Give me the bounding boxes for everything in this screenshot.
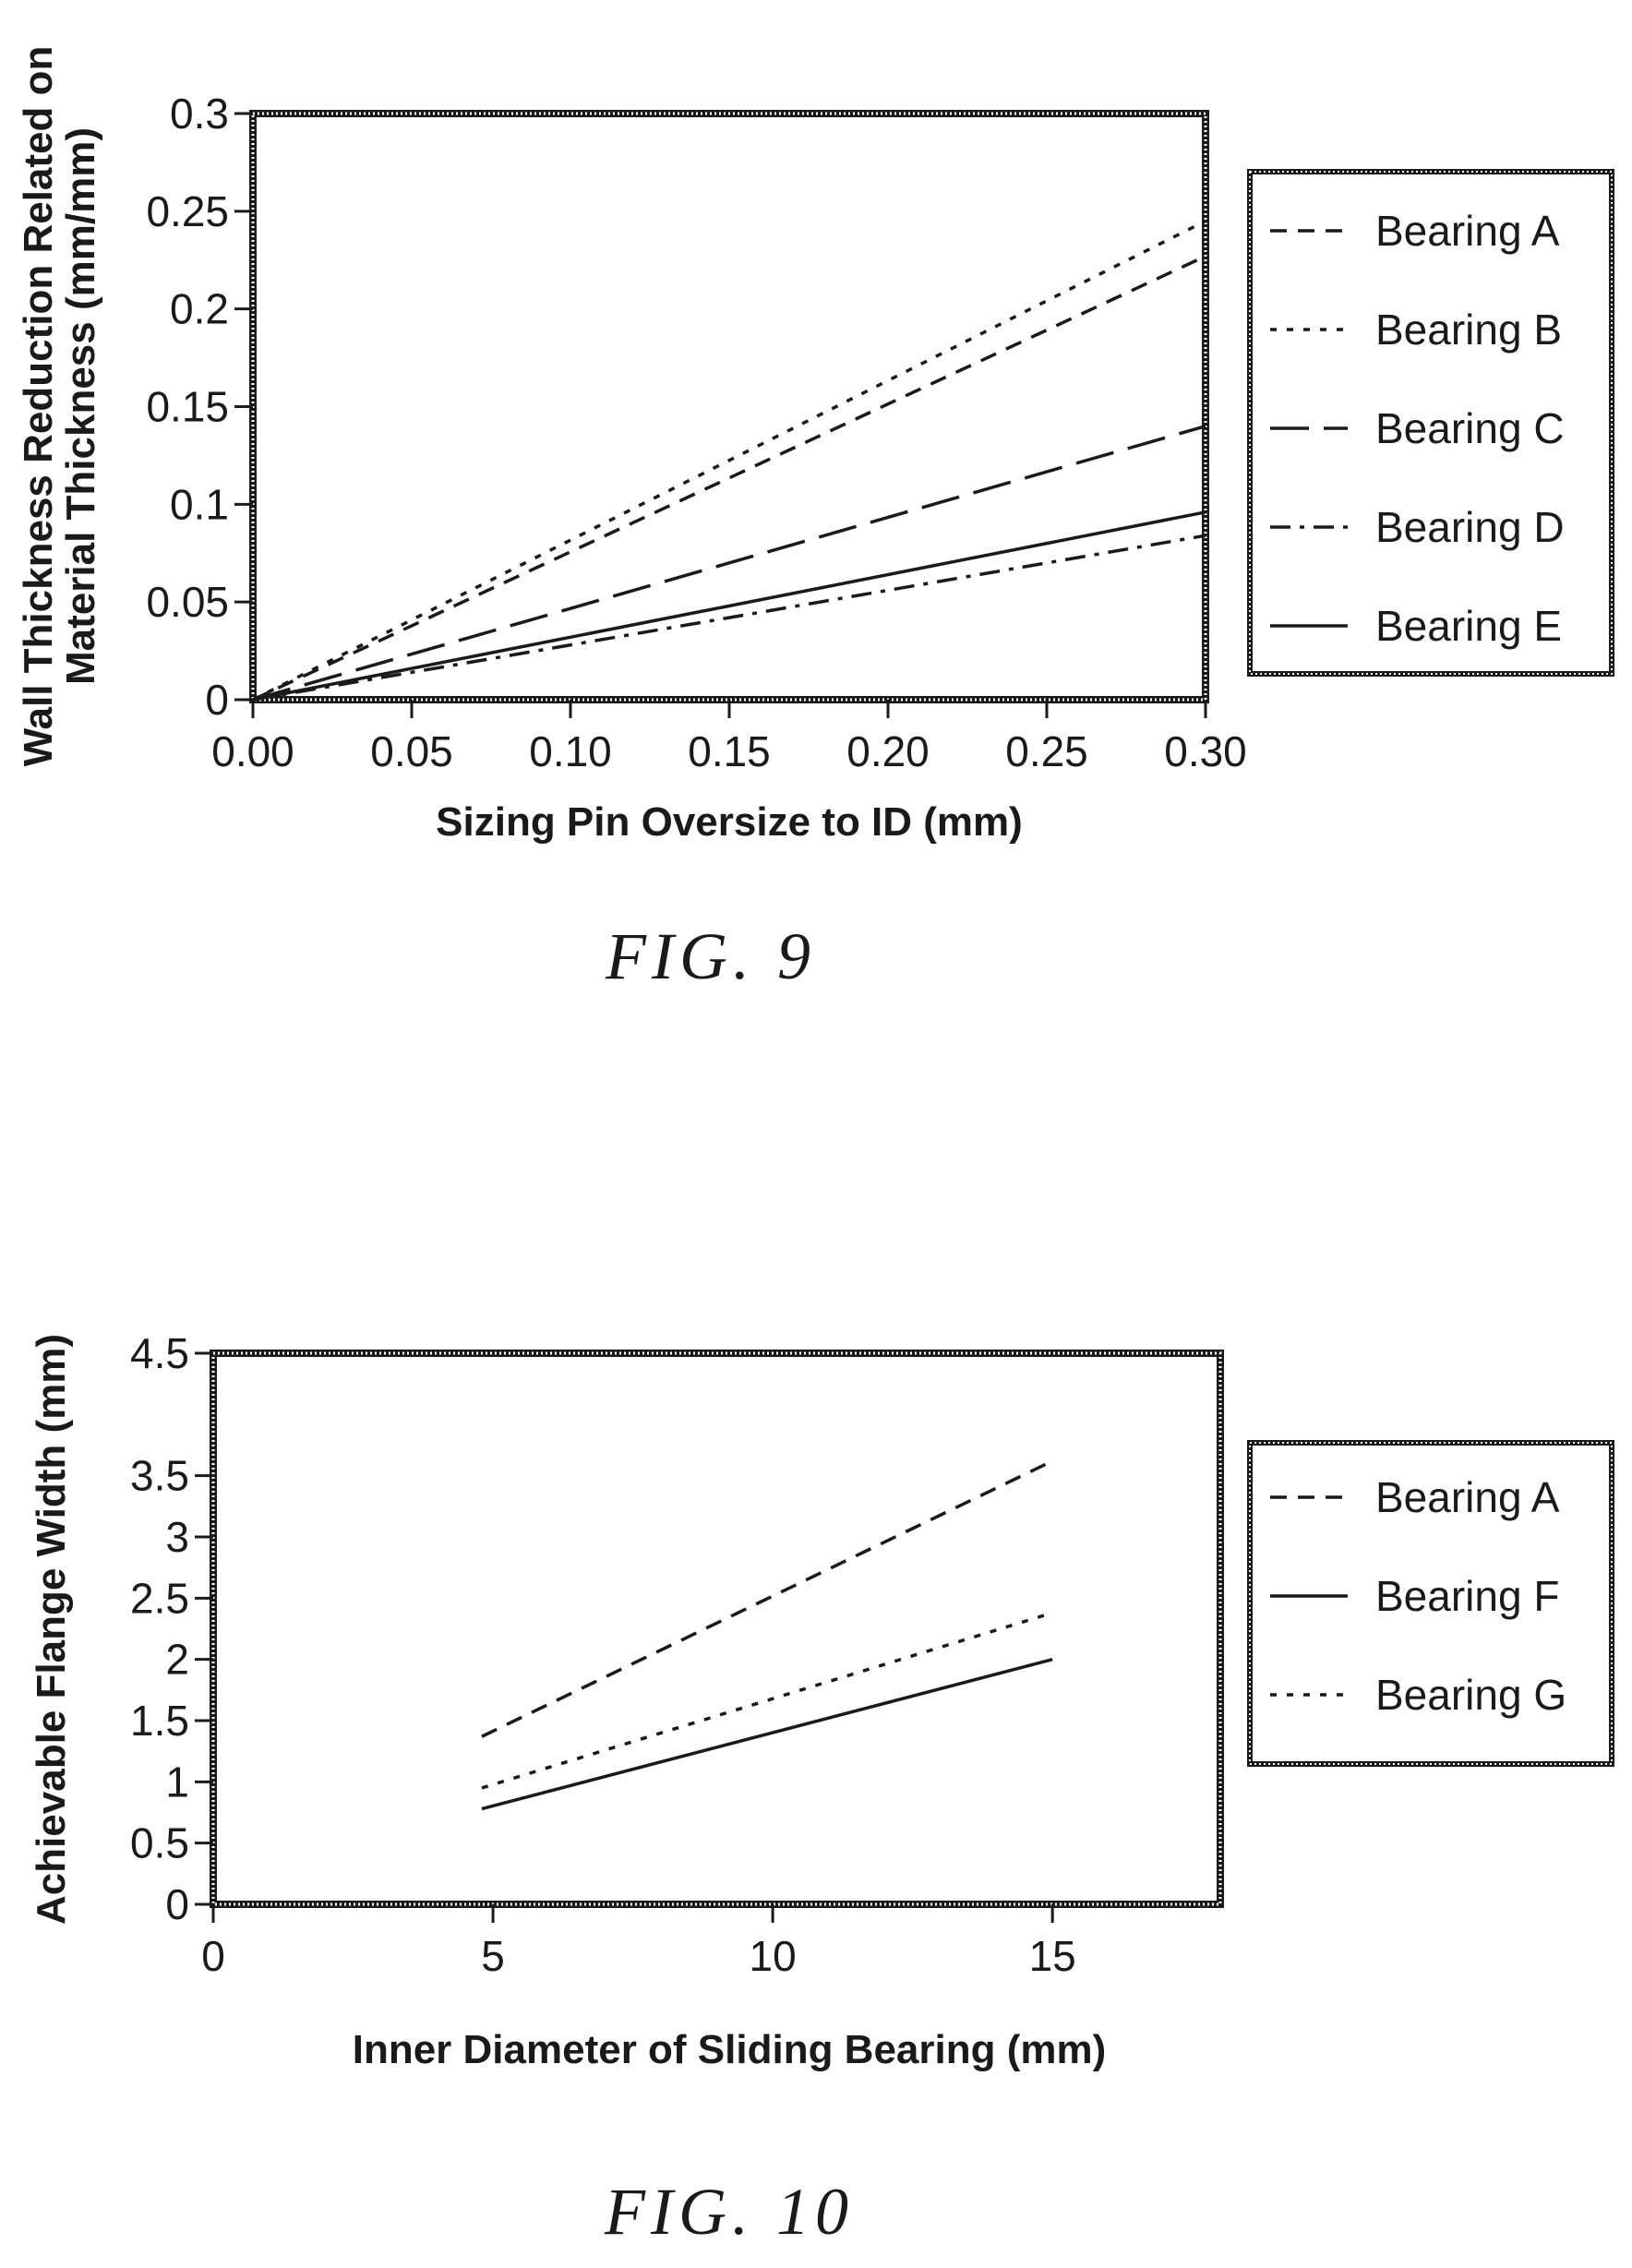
x-axis-title: Inner Diameter of Sliding Bearing (mm): [353, 2027, 1107, 2072]
legend-label: Bearing E: [1375, 602, 1562, 650]
y-tick-label: 2.5: [130, 1574, 189, 1622]
series-line-bearing-a: [481, 1459, 1053, 1738]
y-tick-label: 1: [165, 1758, 189, 1806]
y-tick-label: 2: [165, 1636, 189, 1684]
y-tick-label: 0: [205, 676, 229, 724]
plot-frame-texture: [251, 112, 1207, 702]
x-tick-label: 0.30: [1164, 727, 1247, 775]
x-tick-label: 0.00: [211, 727, 294, 775]
y-tick-label: 3.5: [130, 1452, 189, 1500]
x-axis-title: Sizing Pin Oversize to ID (mm): [436, 799, 1023, 845]
series-line-bearing-e: [252, 510, 1206, 702]
x-tick-label: 0.10: [529, 727, 612, 775]
series-line-bearing-d: [252, 534, 1206, 702]
y-tick-label: 0.1: [170, 480, 229, 528]
figure-caption: FIG. 10: [604, 2175, 854, 2249]
x-tick-label: 5: [481, 1932, 505, 1980]
legend-box-texture: [1249, 171, 1613, 675]
x-tick-label: 10: [750, 1932, 797, 1980]
x-tick-label: 0.15: [688, 727, 771, 775]
legend-box: [1247, 169, 1614, 677]
y-tick-label: 0: [165, 1880, 189, 1928]
series-line-bearing-a: [252, 254, 1206, 702]
y-tick-label: 1.5: [130, 1697, 189, 1745]
legend-label: Bearing G: [1375, 1671, 1566, 1719]
figure-caption: FIG. 9: [605, 919, 816, 993]
y-tick-label: 0.25: [146, 187, 229, 235]
series-line-bearing-c: [252, 424, 1206, 702]
fig9-chart: 0.00 0.05 0.10 0.15 0.20 0.25 0.30 0 0.05 0.1 0.15…: [16, 46, 1614, 845]
series-line-bearing-f: [481, 1657, 1053, 1811]
series-line-bearing-g: [481, 1611, 1053, 1790]
y-tick-label: 4.5: [130, 1329, 189, 1377]
plot-frame: [210, 1350, 1224, 1908]
legend-label: Bearing D: [1375, 503, 1565, 551]
legend-box-texture: [1249, 1442, 1613, 1765]
legend-label: Bearing A: [1375, 1473, 1560, 1521]
y-tick-label: 0.5: [130, 1819, 189, 1867]
y-tick-label: 0.05: [146, 578, 229, 626]
y-tick-label: 0.3: [170, 90, 229, 138]
plot-frame: [249, 110, 1209, 703]
y-axis-title: Achievable Flange Width (mm): [29, 1334, 74, 1925]
legend: Bearing A Bearing F Bearing G: [1247, 1440, 1614, 1767]
x-tick-label: 0.20: [846, 727, 930, 775]
plot-frame-texture: [211, 1351, 1222, 1906]
x-tick-label: 0.05: [370, 727, 453, 775]
fig10-chart: 0 5 10 15 0 0.5 1 1.5 2 2.5 3 3.5 4.5 Inner Diameter …: [29, 1329, 1614, 2072]
x-tick-label: 15: [1029, 1932, 1076, 1980]
y-axis-title: Material Thickness (mm/mm): [58, 127, 103, 685]
legend-label: Bearing C: [1375, 404, 1565, 452]
legend: Bearing A Bearing B Bearing C Bearing D Bear…: [1247, 169, 1614, 677]
series-line-bearing-b: [252, 219, 1206, 702]
y-tick-label: 3: [165, 1513, 189, 1561]
y-tick-label: 0.15: [146, 383, 229, 431]
y-tick-label: 0.2: [170, 285, 229, 333]
y-axis-title: Wall Thickness Reduction Related on: [16, 46, 61, 767]
x-tick-label: 0: [201, 1932, 225, 1980]
legend-label: Bearing A: [1375, 207, 1560, 255]
x-tick-label: 0.25: [1005, 727, 1088, 775]
legend-label: Bearing F: [1375, 1572, 1559, 1620]
legend-label: Bearing B: [1375, 306, 1562, 354]
